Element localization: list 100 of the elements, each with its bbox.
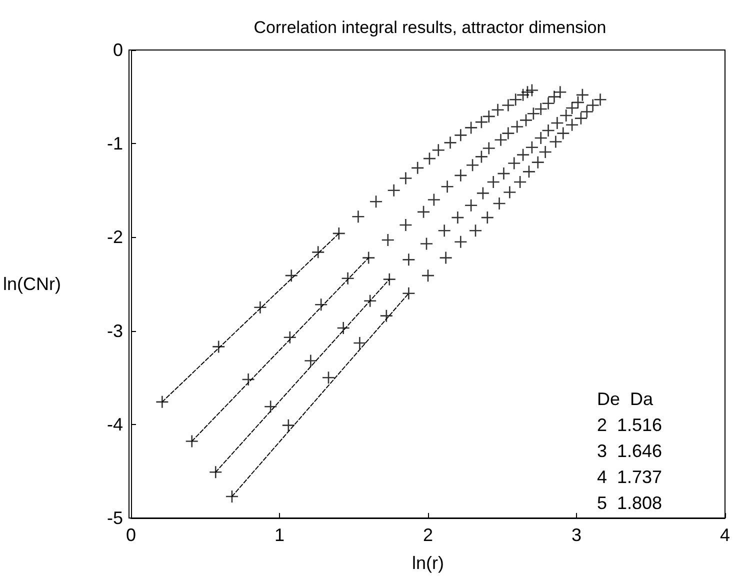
- point: [208, 465, 222, 479]
- point: [586, 98, 600, 112]
- point: [380, 309, 394, 322]
- point: [542, 96, 555, 110]
- point: [538, 145, 552, 159]
- point: [454, 168, 468, 182]
- x-tick-label: 0: [126, 525, 136, 545]
- point: [421, 268, 435, 282]
- y-tick-label: -2: [106, 227, 123, 248]
- point: [507, 156, 521, 170]
- point: [464, 121, 478, 134]
- point: [556, 126, 570, 140]
- point: [420, 237, 434, 250]
- point: [410, 161, 424, 175]
- y-tick-label: -5: [106, 508, 123, 528]
- point: [369, 194, 383, 208]
- annotation: 4 1.737: [597, 467, 662, 487]
- annotation: 2 1.516: [597, 415, 662, 435]
- point: [531, 156, 545, 169]
- point: [399, 218, 412, 232]
- point: [502, 126, 515, 140]
- y-axis-title: ln(CNr): [2, 274, 61, 294]
- point: [526, 107, 540, 120]
- point: [468, 224, 482, 238]
- point: [444, 136, 457, 150]
- point: [491, 103, 504, 117]
- point: [185, 434, 199, 448]
- point: [554, 85, 567, 99]
- annotation: 3 1.646: [597, 441, 662, 461]
- annotation: 5 1.808: [597, 493, 662, 513]
- x-axis-title: ln(r): [412, 553, 444, 573]
- point: [580, 105, 594, 118]
- point: [283, 330, 297, 344]
- point: [594, 92, 607, 106]
- point: [353, 336, 366, 350]
- point: [438, 224, 451, 238]
- point: [304, 354, 318, 368]
- point: [503, 186, 516, 199]
- point: [466, 158, 480, 172]
- point: [534, 102, 548, 116]
- point: [525, 84, 539, 97]
- x-tick-label: 2: [422, 525, 434, 545]
- point: [454, 128, 468, 142]
- point: [508, 92, 522, 106]
- point: [341, 272, 354, 286]
- x-tick-label: 3: [571, 525, 582, 545]
- point: [520, 85, 534, 99]
- x-tick-label: 1: [274, 525, 284, 545]
- point: [559, 108, 573, 122]
- point: [284, 268, 298, 282]
- point: [451, 210, 464, 224]
- point: [513, 175, 527, 189]
- point: [352, 210, 365, 224]
- annotation: De Da: [597, 389, 654, 409]
- point: [427, 193, 441, 206]
- point: [571, 96, 585, 110]
- point: [542, 124, 555, 138]
- point: [439, 251, 452, 264]
- y-tick-label: -4: [106, 414, 123, 434]
- point: [482, 142, 496, 155]
- point: [440, 180, 454, 194]
- point: [522, 165, 536, 178]
- point: [476, 186, 490, 200]
- point: [362, 251, 376, 264]
- point: [525, 140, 539, 154]
- point: [565, 101, 579, 115]
- point: [480, 210, 494, 224]
- y-tick-label: 0: [112, 40, 123, 60]
- point: [516, 148, 530, 162]
- point: [482, 110, 496, 124]
- point: [574, 112, 588, 125]
- point: [264, 400, 278, 414]
- point: [548, 90, 561, 104]
- point: [212, 340, 226, 354]
- point: [416, 205, 430, 219]
- point: [534, 131, 548, 145]
- y-tick-label: -3: [106, 320, 123, 341]
- point: [402, 253, 416, 266]
- x-tick-label: 4: [720, 525, 730, 545]
- point: [432, 144, 446, 157]
- point: [314, 298, 328, 312]
- point: [474, 150, 488, 164]
- point: [549, 135, 562, 148]
- point: [225, 490, 239, 504]
- point: [494, 133, 508, 147]
- point: [322, 370, 336, 384]
- chart-title: Correlation integral results, attractor dimension: [254, 18, 606, 37]
- point: [502, 98, 515, 112]
- point: [576, 88, 590, 102]
- point: [156, 395, 169, 409]
- point: [516, 88, 530, 102]
- point: [492, 196, 506, 210]
- point: [382, 272, 396, 286]
- point: [519, 114, 533, 127]
- point: [550, 116, 564, 130]
- point: [464, 198, 478, 212]
- point: [363, 294, 377, 308]
- point: [454, 235, 468, 249]
- point: [565, 118, 579, 132]
- point: [336, 321, 350, 335]
